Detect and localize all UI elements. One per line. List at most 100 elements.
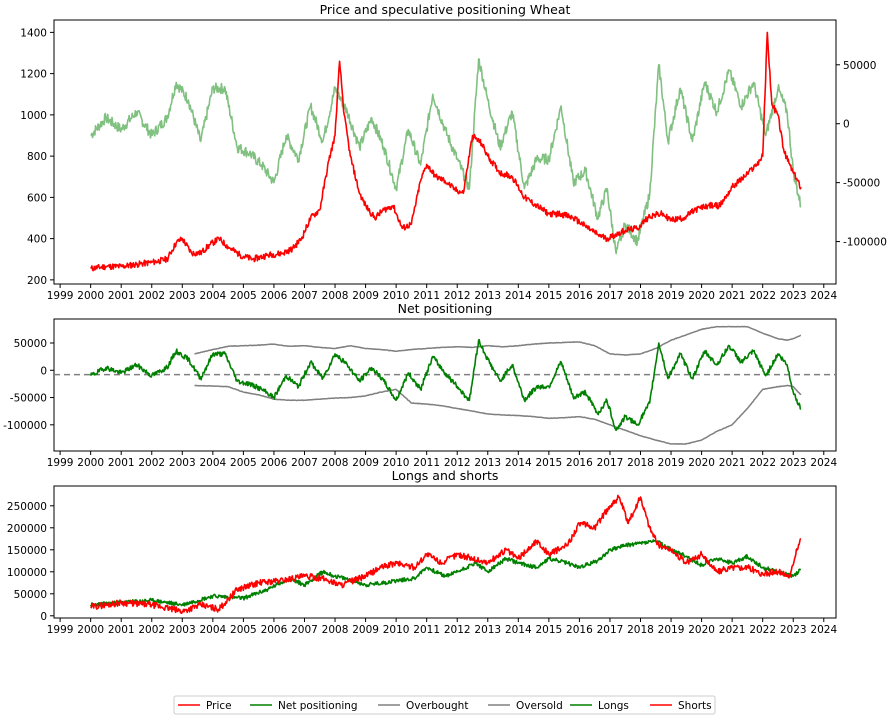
x-tick-label: 2013 (474, 624, 501, 636)
chart-title: Net positioning (398, 301, 493, 316)
x-tick-label: 2009 (352, 624, 379, 636)
y-tick-label: 250000 (7, 501, 47, 513)
axes-frame (53, 19, 837, 285)
y-tick-label: 150000 (7, 545, 47, 557)
x-tick-label: 2023 (780, 624, 807, 636)
x-tick-label: 2011 (413, 457, 440, 469)
x-tick-label: 2005 (230, 290, 257, 302)
x-tick-label: 2003 (169, 624, 196, 636)
x-tick-label: 2006 (261, 624, 288, 636)
x-tick-label: 2021 (719, 624, 746, 636)
chart-title: Longs and shorts (392, 468, 499, 483)
x-tick-label: 2008 (322, 457, 349, 469)
x-tick-label: 2024 (810, 457, 837, 469)
x-tick-label: 2007 (291, 457, 318, 469)
x-tick-label: 1999 (47, 290, 74, 302)
legend-label: Overbought (406, 700, 468, 712)
price-line (90, 31, 802, 272)
x-tick-label: 2000 (77, 290, 104, 302)
x-tick-label: 2024 (810, 290, 837, 302)
x-tick-label: 2011 (413, 624, 440, 636)
x-tick-label: 2014 (505, 624, 532, 636)
axes-frame (53, 318, 837, 452)
x-tick-label: 2009 (352, 290, 379, 302)
x-tick-label: 2005 (230, 457, 257, 469)
x-tick-label: 2014 (505, 290, 532, 302)
y-tick-label: 1400 (20, 27, 47, 39)
y-tick-label: 400 (27, 234, 47, 246)
y-tick-label: 0 (40, 365, 47, 377)
x-tick-label: 2006 (261, 290, 288, 302)
x-tick-label: 2019 (658, 290, 685, 302)
x-tick-label: 2009 (352, 457, 379, 469)
y-right-tick-label: -100000 (843, 237, 887, 249)
net-positioning-panel: Net positioning 1999 2000 2001 2002 2003 2004 2… (3, 301, 837, 469)
x-tick-label: 2010 (383, 290, 410, 302)
x-tick-label: 2015 (535, 290, 562, 302)
x-tick-label: 2007 (291, 624, 318, 636)
x-tick-label: 2020 (688, 457, 715, 469)
x-tick-label: 2017 (597, 624, 624, 636)
x-tick-label: 2010 (383, 457, 410, 469)
x-tick-label: 1999 (47, 457, 74, 469)
x-tick-label: 2014 (505, 457, 532, 469)
y-right-tick-label: -50000 (843, 178, 880, 190)
chart-title: Price and speculative positioning Wheat (320, 2, 571, 17)
overbought-line (194, 325, 802, 356)
y-right-tick-label: 50000 (843, 60, 876, 72)
y-tick-label: -50000 (10, 393, 47, 405)
x-tick-label: 2002 (138, 624, 165, 636)
y-tick-label: 50000 (14, 589, 47, 601)
x-tick-label: 2003 (169, 457, 196, 469)
x-tick-label: 2001 (108, 457, 135, 469)
x-tick-label: 2020 (688, 290, 715, 302)
x-tick-label: 2015 (535, 624, 562, 636)
y-tick-label: 100000 (7, 567, 47, 579)
x-tick-label: 2012 (444, 290, 471, 302)
legend-label: Net positioning (278, 700, 358, 712)
y-tick-label: -100000 (3, 420, 47, 432)
x-tick-label: 2000 (77, 457, 104, 469)
x-tick-label: 2005 (230, 624, 257, 636)
x-tick-label: 2012 (444, 457, 471, 469)
x-tick-label: 2021 (719, 290, 746, 302)
x-tick-label: 2004 (199, 290, 226, 302)
x-tick-label: 2002 (138, 290, 165, 302)
x-tick-label: 2016 (566, 457, 593, 469)
x-tick-label: 2013 (474, 290, 501, 302)
y-tick-label: 0 (40, 611, 47, 623)
x-tick-label: 2024 (810, 624, 837, 636)
x-tick-label: 2008 (322, 290, 349, 302)
x-tick-label: 2021 (719, 457, 746, 469)
x-tick-label: 1999 (47, 624, 74, 636)
x-tick-label: 2004 (199, 457, 226, 469)
y-tick-label: 600 (27, 192, 47, 204)
x-tick-label: 2016 (566, 624, 593, 636)
x-tick-label: 2016 (566, 290, 593, 302)
x-tick-label: 2017 (597, 290, 624, 302)
longs-line (89, 539, 802, 607)
legend-label: Shorts (678, 700, 712, 712)
x-tick-label: 2022 (749, 290, 776, 302)
x-tick-label: 2018 (627, 457, 654, 469)
x-tick-label: 2012 (444, 624, 471, 636)
x-tick-label: 2011 (413, 290, 440, 302)
legend-frame (173, 695, 716, 715)
x-tick-label: 2023 (780, 290, 807, 302)
y-tick-label: 200 (27, 275, 47, 287)
x-tick-label: 2008 (322, 624, 349, 636)
y-tick-label: 1200 (20, 69, 47, 81)
legend: Price Net positioning Overbought Oversold Lo… (173, 695, 716, 715)
x-tick-label: 2010 (383, 624, 410, 636)
y-tick-label: 800 (27, 151, 47, 163)
x-tick-label: 2001 (108, 624, 135, 636)
price-positioning-panel: Price and speculative positioning Wheat 1… (20, 2, 887, 302)
y-right-tick-label: 0 (843, 119, 850, 131)
x-tick-label: 2018 (627, 290, 654, 302)
axes-frame (53, 485, 837, 619)
x-tick-label: 2022 (749, 624, 776, 636)
net-positioning-line (89, 338, 802, 432)
legend-label: Price (206, 700, 232, 712)
